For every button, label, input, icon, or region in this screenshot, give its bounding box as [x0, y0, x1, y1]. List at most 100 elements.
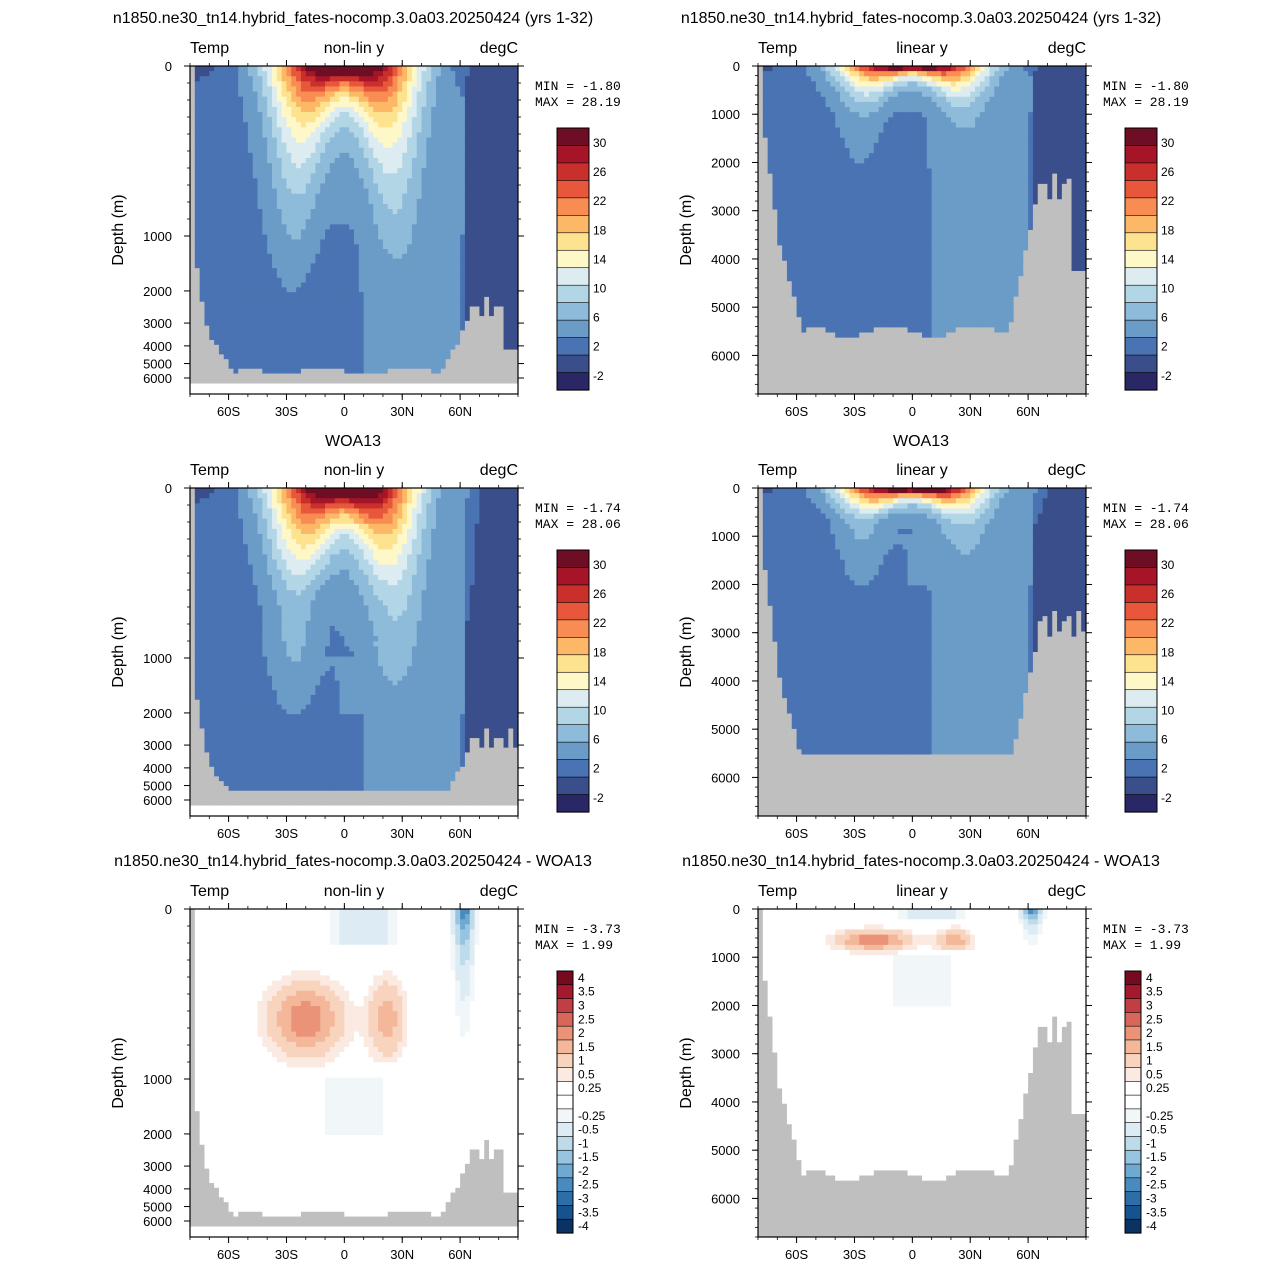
- field-cell: [330, 287, 335, 292]
- field-cell: [233, 254, 238, 259]
- field-cell: [277, 292, 282, 297]
- field-cell: [301, 321, 306, 326]
- field-cell: [291, 214, 296, 220]
- field-cell: [262, 326, 267, 331]
- field-cell: [243, 340, 248, 345]
- field-cell: [277, 287, 282, 292]
- field-cell: [344, 168, 349, 174]
- field-cell: [325, 359, 330, 364]
- field-cell: [325, 374, 330, 379]
- field-cell: [277, 278, 282, 283]
- field-cell: [267, 173, 272, 179]
- field-cell: [253, 132, 258, 138]
- field-cell: [233, 273, 238, 278]
- field-cell: [359, 302, 364, 307]
- field-cell: [344, 345, 349, 350]
- field-cell: [301, 153, 306, 159]
- field-cell: [296, 92, 301, 98]
- field-cell: [320, 259, 325, 264]
- field-cell: [195, 214, 200, 220]
- field-cell: [301, 71, 306, 77]
- field-cell: [258, 168, 263, 174]
- field-cell: [209, 148, 214, 154]
- field-cell: [267, 306, 272, 311]
- field-cell: [330, 132, 335, 138]
- field-cell: [340, 81, 345, 87]
- field-cell: [267, 66, 272, 72]
- field-cell: [330, 292, 335, 297]
- field-cell: [320, 316, 325, 321]
- field-cell: [311, 209, 316, 215]
- field-cell: [349, 143, 354, 149]
- field-cell: [233, 214, 238, 220]
- field-cell: [204, 76, 209, 82]
- field-cell: [243, 374, 248, 379]
- field-cell: [291, 122, 296, 128]
- field-cell: [209, 302, 214, 307]
- field-cell: [330, 239, 335, 244]
- field-cell: [291, 199, 296, 205]
- field-cell: [267, 148, 272, 154]
- field-cell: [243, 254, 248, 259]
- field-cell: [325, 278, 330, 283]
- field-cell: [306, 71, 311, 77]
- field-cell: [340, 292, 345, 297]
- field-cell: [315, 209, 320, 215]
- field-cell: [335, 209, 340, 215]
- field-cell: [320, 297, 325, 302]
- field-cell: [368, 199, 373, 205]
- field-cell: [368, 244, 373, 249]
- field-cell: [291, 219, 296, 225]
- field-cell: [349, 148, 354, 154]
- field-cell: [248, 194, 253, 200]
- field-cell: [306, 132, 311, 138]
- field-cell: [200, 122, 205, 128]
- field-cell: [253, 97, 258, 103]
- field-cell: [204, 224, 209, 230]
- field-cell: [200, 92, 205, 98]
- field-cell: [291, 143, 296, 149]
- field-cell: [219, 297, 224, 302]
- field-cell: [368, 326, 373, 331]
- field-cell: [373, 194, 378, 200]
- field-cell: [301, 287, 306, 292]
- field-cell: [272, 326, 277, 331]
- field-cell: [253, 71, 258, 77]
- field-cell: [364, 330, 369, 335]
- field-cell: [286, 268, 291, 273]
- field-cell: [340, 158, 345, 164]
- field-cell: [253, 340, 258, 345]
- field-cell: [286, 254, 291, 259]
- field-cell: [248, 268, 253, 273]
- field-cell: [248, 117, 253, 123]
- field-cell: [262, 302, 267, 307]
- field-cell: [286, 163, 291, 169]
- field-cell: [344, 302, 349, 307]
- field-cell: [253, 316, 258, 321]
- field-cell: [291, 209, 296, 215]
- field-cell: [301, 102, 306, 108]
- field-cell: [233, 158, 238, 164]
- field-cell: [238, 107, 243, 113]
- field-cell: [315, 364, 320, 369]
- field-cell: [190, 102, 195, 108]
- field-cell: [335, 224, 340, 230]
- field-cell: [204, 209, 209, 215]
- field-cell: [195, 239, 200, 244]
- field-cell: [330, 330, 335, 335]
- field-cell: [330, 107, 335, 113]
- row-title-model-left: n1850.ne30_tn14.hybrid_fates-nocomp.3.0a…: [113, 10, 593, 27]
- field-cell: [233, 76, 238, 82]
- field-cell: [340, 214, 345, 220]
- field-cell: [214, 273, 219, 278]
- field-cell: [209, 107, 214, 113]
- field-cell: [214, 107, 219, 113]
- field-cell: [340, 122, 345, 128]
- field-cell: [306, 76, 311, 82]
- field-cell: [354, 259, 359, 264]
- field-cell: [291, 359, 296, 364]
- field-cell: [335, 178, 340, 184]
- field-cell: [296, 199, 301, 205]
- field-cell: [272, 335, 277, 340]
- field-cell: [311, 302, 316, 307]
